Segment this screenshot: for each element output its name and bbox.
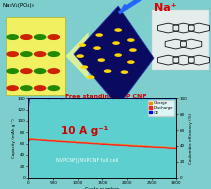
Circle shape xyxy=(87,75,95,79)
Polygon shape xyxy=(74,6,154,106)
Discharge xyxy=(27,140,30,142)
Y-axis label: Capacity (mAh g⁻¹): Capacity (mAh g⁻¹) xyxy=(12,118,16,158)
Charge xyxy=(152,146,155,148)
Circle shape xyxy=(93,46,101,50)
Y-axis label: Coulombic efficiency (%): Coulombic efficiency (%) xyxy=(189,112,193,164)
Charge xyxy=(175,147,177,150)
Text: NVPCNF||NVPCNF full cell: NVPCNF||NVPCNF full cell xyxy=(56,158,119,163)
CE xyxy=(152,97,155,100)
Circle shape xyxy=(47,34,60,40)
CE xyxy=(27,109,30,111)
Text: Free standing NVP CNF: Free standing NVP CNF xyxy=(65,94,146,99)
Circle shape xyxy=(6,51,19,57)
Bar xyxy=(6,17,65,95)
Discharge xyxy=(116,144,118,146)
Legend: Charge, Discharge, CE: Charge, Discharge, CE xyxy=(148,100,174,116)
Circle shape xyxy=(34,34,46,40)
Circle shape xyxy=(95,33,103,37)
CE xyxy=(115,98,117,100)
Line: Charge: Charge xyxy=(28,138,176,149)
Charge xyxy=(118,143,121,146)
Discharge xyxy=(162,146,164,149)
Polygon shape xyxy=(65,32,89,80)
Circle shape xyxy=(114,53,122,57)
Circle shape xyxy=(34,68,46,74)
Discharge xyxy=(118,144,121,146)
Circle shape xyxy=(81,65,88,69)
Circle shape xyxy=(20,68,33,74)
Discharge xyxy=(115,144,118,146)
Circle shape xyxy=(127,38,135,42)
Circle shape xyxy=(34,51,46,57)
Text: Na₃V₂(PO₄)₃: Na₃V₂(PO₄)₃ xyxy=(2,3,34,8)
Circle shape xyxy=(121,70,128,74)
Charge xyxy=(28,139,30,141)
Circle shape xyxy=(78,43,86,47)
Discharge xyxy=(31,138,33,140)
Circle shape xyxy=(76,54,84,58)
Circle shape xyxy=(47,51,60,57)
Line: CE: CE xyxy=(28,98,176,110)
Circle shape xyxy=(20,51,33,57)
Circle shape xyxy=(127,60,135,64)
Circle shape xyxy=(47,85,60,91)
CE xyxy=(118,98,120,100)
Circle shape xyxy=(20,85,33,91)
CE xyxy=(115,98,118,100)
Circle shape xyxy=(112,41,120,45)
Discharge xyxy=(152,146,155,148)
Circle shape xyxy=(47,68,60,74)
Charge xyxy=(115,143,118,145)
Charge xyxy=(27,140,30,142)
CE xyxy=(28,101,30,103)
CE xyxy=(175,98,177,100)
Circle shape xyxy=(6,85,19,91)
Charge xyxy=(30,137,32,139)
Circle shape xyxy=(6,34,19,40)
Discharge xyxy=(175,148,177,150)
Circle shape xyxy=(20,34,33,40)
Circle shape xyxy=(97,58,105,62)
Circle shape xyxy=(114,28,122,32)
Circle shape xyxy=(34,85,46,91)
Circle shape xyxy=(104,69,111,73)
Line: Discharge: Discharge xyxy=(28,139,176,149)
Bar xyxy=(152,10,209,70)
Discharge xyxy=(28,139,30,142)
Circle shape xyxy=(6,68,19,74)
CE xyxy=(162,98,164,100)
Circle shape xyxy=(129,48,137,52)
Charge xyxy=(116,143,118,146)
CE xyxy=(149,97,152,100)
Text: 10 A g⁻¹: 10 A g⁻¹ xyxy=(61,126,108,136)
Text: Na⁺: Na⁺ xyxy=(154,3,177,13)
X-axis label: Cycle number: Cycle number xyxy=(85,187,119,189)
Charge xyxy=(162,146,164,148)
